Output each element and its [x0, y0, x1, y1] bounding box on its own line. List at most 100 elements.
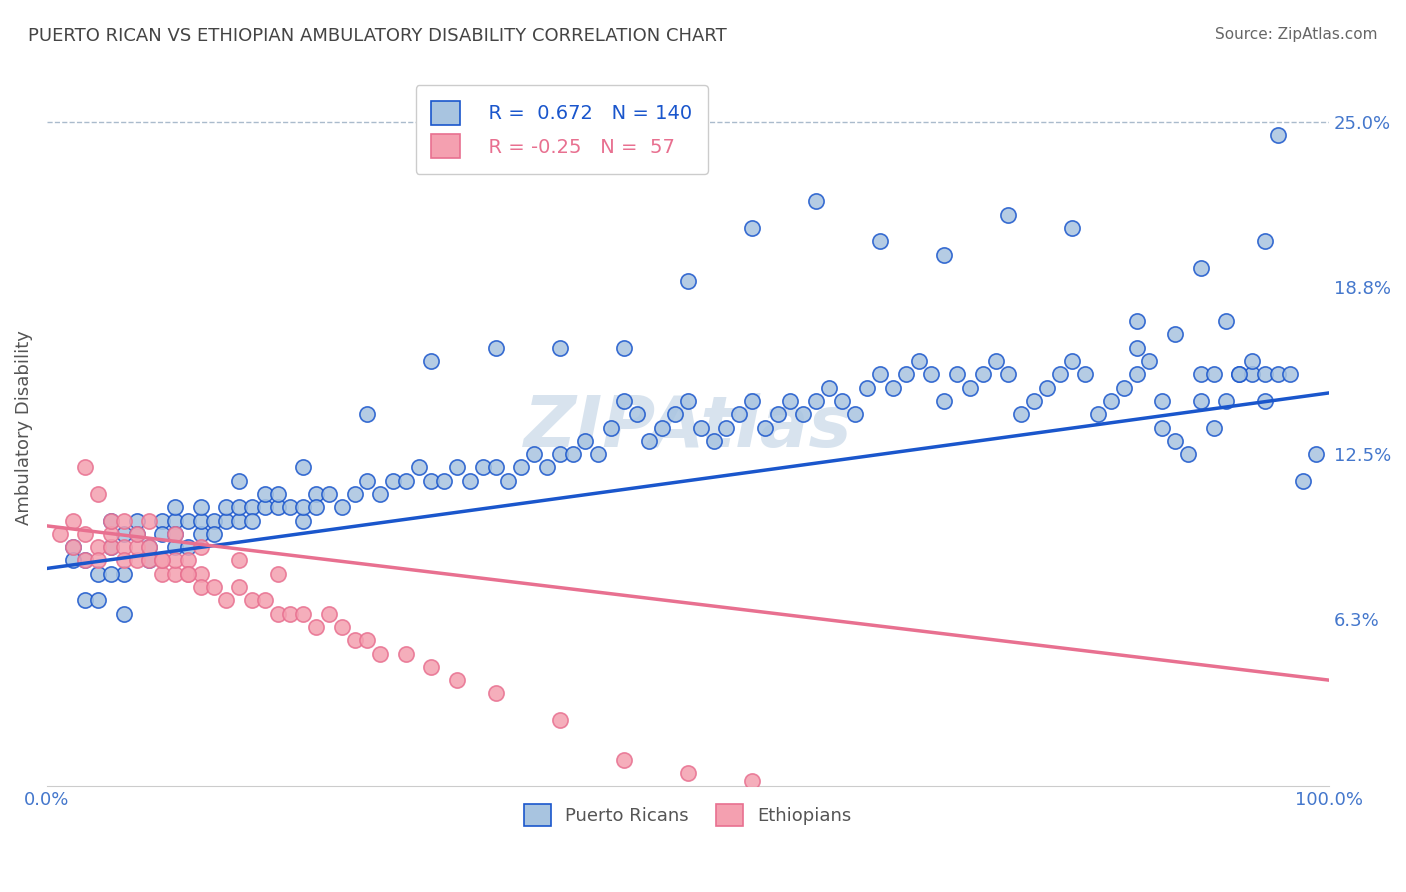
Point: [1227, 368, 1250, 382]
Point: [190, 540, 212, 554]
Point: [305, 487, 328, 501]
Point: [87, 593, 110, 607]
Point: [343, 487, 366, 501]
Point: [150, 553, 173, 567]
Point: [330, 620, 353, 634]
Point: [112, 527, 135, 541]
Point: [1279, 0, 1302, 9]
Point: [1074, 368, 1097, 382]
Point: [1240, 354, 1263, 368]
Point: [368, 487, 391, 501]
Point: [177, 514, 200, 528]
Point: [446, 673, 468, 687]
Y-axis label: Ambulatory Disability: Ambulatory Disability: [15, 330, 32, 524]
Point: [613, 753, 636, 767]
Point: [420, 354, 443, 368]
Point: [292, 607, 315, 621]
Point: [48, 527, 70, 541]
Point: [1292, 474, 1315, 488]
Point: [138, 553, 160, 567]
Point: [664, 407, 686, 421]
Point: [498, 474, 520, 488]
Point: [1189, 260, 1212, 275]
Point: [150, 566, 173, 581]
Point: [920, 368, 942, 382]
Point: [1049, 368, 1071, 382]
Point: [1036, 381, 1059, 395]
Point: [1125, 368, 1147, 382]
Point: [228, 500, 250, 515]
Point: [190, 500, 212, 515]
Point: [356, 474, 378, 488]
Point: [844, 407, 866, 421]
Text: Source: ZipAtlas.com: Source: ZipAtlas.com: [1215, 27, 1378, 42]
Point: [1189, 368, 1212, 382]
Point: [894, 368, 917, 382]
Point: [484, 686, 506, 700]
Text: ZIPAtlas: ZIPAtlas: [523, 393, 852, 462]
Point: [676, 274, 699, 288]
Point: [1189, 393, 1212, 408]
Point: [177, 553, 200, 567]
Point: [1125, 314, 1147, 328]
Point: [471, 460, 494, 475]
Point: [395, 647, 418, 661]
Point: [100, 540, 122, 554]
Point: [228, 474, 250, 488]
Point: [343, 633, 366, 648]
Point: [87, 566, 110, 581]
Point: [638, 434, 661, 448]
Point: [266, 607, 288, 621]
Point: [1152, 393, 1174, 408]
Point: [766, 407, 789, 421]
Point: [1267, 368, 1289, 382]
Point: [997, 368, 1019, 382]
Point: [689, 420, 711, 434]
Point: [62, 540, 84, 554]
Point: [280, 500, 302, 515]
Point: [1164, 327, 1187, 342]
Point: [165, 527, 187, 541]
Legend: Puerto Ricans, Ethiopians: Puerto Ricans, Ethiopians: [515, 795, 860, 835]
Point: [305, 620, 328, 634]
Point: [1099, 393, 1122, 408]
Point: [266, 566, 288, 581]
Point: [62, 553, 84, 567]
Point: [907, 354, 929, 368]
Point: [548, 447, 571, 461]
Point: [368, 647, 391, 661]
Point: [100, 540, 122, 554]
Point: [240, 514, 263, 528]
Point: [150, 527, 173, 541]
Point: [997, 208, 1019, 222]
Point: [741, 774, 763, 789]
Point: [165, 553, 187, 567]
Point: [87, 540, 110, 554]
Point: [62, 514, 84, 528]
Point: [100, 514, 122, 528]
Point: [75, 553, 97, 567]
Point: [112, 553, 135, 567]
Point: [1087, 407, 1109, 421]
Point: [1112, 381, 1135, 395]
Point: [125, 527, 148, 541]
Point: [100, 566, 122, 581]
Point: [112, 607, 135, 621]
Point: [240, 500, 263, 515]
Point: [138, 553, 160, 567]
Point: [190, 514, 212, 528]
Point: [984, 354, 1007, 368]
Point: [177, 566, 200, 581]
Point: [165, 566, 187, 581]
Point: [1227, 368, 1250, 382]
Point: [433, 474, 456, 488]
Point: [75, 553, 97, 567]
Point: [510, 460, 533, 475]
Point: [1215, 393, 1237, 408]
Point: [702, 434, 724, 448]
Point: [1254, 235, 1277, 249]
Point: [651, 420, 673, 434]
Point: [484, 341, 506, 355]
Point: [215, 593, 238, 607]
Point: [741, 221, 763, 235]
